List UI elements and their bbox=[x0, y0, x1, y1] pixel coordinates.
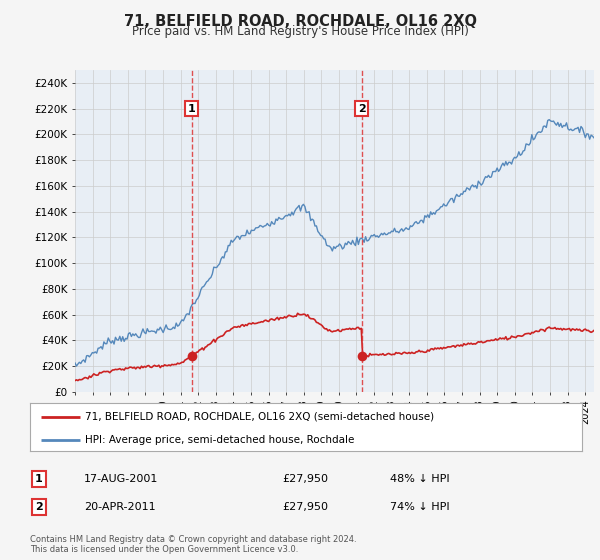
Text: 2: 2 bbox=[358, 104, 365, 114]
Text: £27,950: £27,950 bbox=[282, 474, 328, 484]
Text: 71, BELFIELD ROAD, ROCHDALE, OL16 2XQ (semi-detached house): 71, BELFIELD ROAD, ROCHDALE, OL16 2XQ (s… bbox=[85, 412, 434, 422]
Text: 71, BELFIELD ROAD, ROCHDALE, OL16 2XQ: 71, BELFIELD ROAD, ROCHDALE, OL16 2XQ bbox=[124, 14, 476, 29]
Text: 48% ↓ HPI: 48% ↓ HPI bbox=[390, 474, 449, 484]
Text: 20-APR-2011: 20-APR-2011 bbox=[84, 502, 155, 512]
Text: 17-AUG-2001: 17-AUG-2001 bbox=[84, 474, 158, 484]
Text: 74% ↓ HPI: 74% ↓ HPI bbox=[390, 502, 449, 512]
Text: 2: 2 bbox=[35, 502, 43, 512]
Text: 1: 1 bbox=[35, 474, 43, 484]
Text: £27,950: £27,950 bbox=[282, 502, 328, 512]
Text: Price paid vs. HM Land Registry's House Price Index (HPI): Price paid vs. HM Land Registry's House … bbox=[131, 25, 469, 38]
Text: 1: 1 bbox=[188, 104, 196, 114]
Text: Contains HM Land Registry data © Crown copyright and database right 2024.
This d: Contains HM Land Registry data © Crown c… bbox=[30, 535, 356, 554]
Text: HPI: Average price, semi-detached house, Rochdale: HPI: Average price, semi-detached house,… bbox=[85, 435, 355, 445]
